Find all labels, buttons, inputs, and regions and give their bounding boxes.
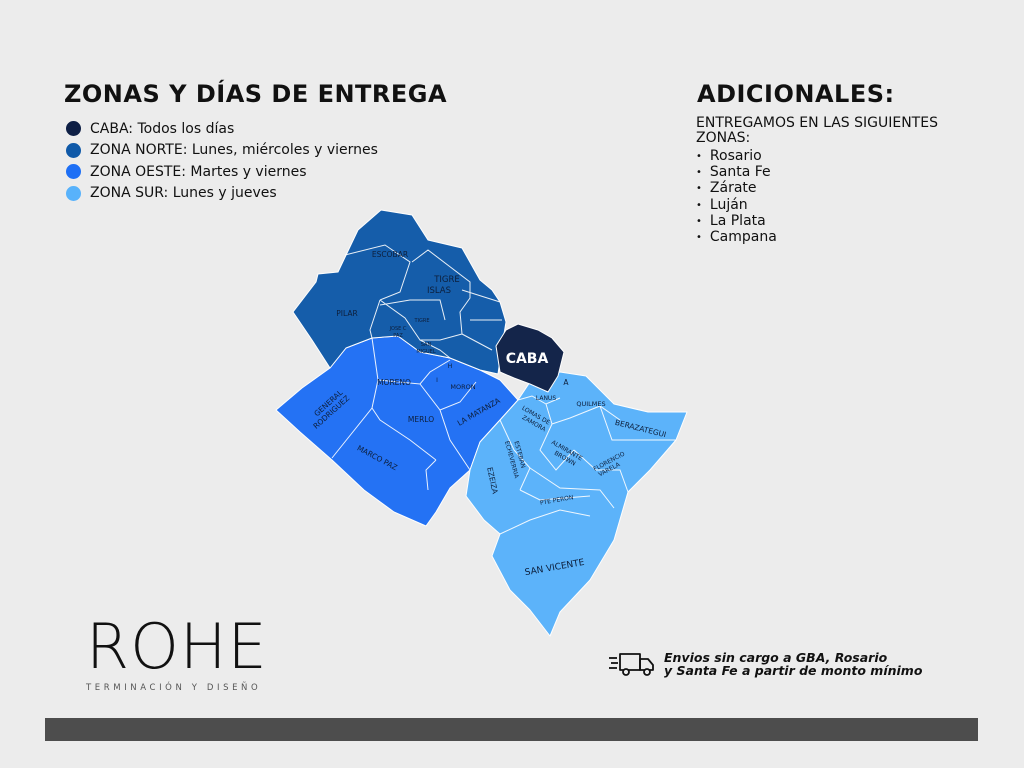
label-ituzaingo: I bbox=[436, 377, 438, 384]
label-lanus: LANUS bbox=[536, 395, 556, 402]
label-merlo: MERLO bbox=[408, 415, 434, 424]
district-borders bbox=[331, 244, 676, 535]
additional-zone-item: La Plata bbox=[696, 213, 777, 229]
label-san-miguel-1: SAN bbox=[421, 342, 432, 348]
label-escobar: ESCOBAR bbox=[372, 250, 408, 259]
label-tigre-1: TIGRE bbox=[433, 275, 460, 285]
legend-item-norte: ZONA NORTE: Lunes, miércoles y viernes bbox=[66, 140, 378, 162]
legend-label-norte: ZONA NORTE: Lunes, miércoles y viernes bbox=[90, 142, 378, 159]
shipping-note-line2: y Santa Fe a partir de monto mínimo bbox=[664, 663, 923, 678]
label-quilmes: QUILMES bbox=[576, 400, 605, 408]
delivery-truck-icon bbox=[609, 653, 654, 676]
additional-zone-item: Zárate bbox=[696, 180, 777, 196]
zone-legend: CABA: Todos los días ZONA NORTE: Lunes, … bbox=[66, 118, 378, 204]
label-jose-c-paz-1: JOSE C bbox=[389, 326, 407, 332]
legend-label-oeste: ZONA OESTE: Martes y viernes bbox=[90, 163, 307, 180]
additional-subtitle-line1: ENTREGAMOS EN LAS SIGUIENTES bbox=[696, 115, 938, 131]
zone-caba-region bbox=[495, 323, 565, 393]
legend-item-sur: ZONA SUR: Lunes y jueves bbox=[66, 183, 378, 205]
additional-title: ADICIONALES: bbox=[697, 80, 895, 108]
label-caba: CABA bbox=[506, 351, 549, 367]
footer-bar bbox=[45, 718, 978, 741]
brand-logo: ROHE TERMINACIÓN Y DISEÑO bbox=[86, 610, 268, 694]
shipping-note: Envios sin cargo a GBA, Rosario y Santa … bbox=[664, 651, 922, 677]
additional-zones-list: Rosario Santa Fe Zárate Luján La Plata C… bbox=[696, 148, 777, 245]
legend-label-sur: ZONA SUR: Lunes y jueves bbox=[90, 185, 277, 202]
label-jose-c-paz-2: PAZ bbox=[393, 333, 403, 339]
label-moron: MORON bbox=[450, 383, 475, 391]
label-hurlingham: H bbox=[448, 363, 453, 370]
legend-item-oeste: ZONA OESTE: Martes y viernes bbox=[66, 161, 378, 183]
label-moreno: MORENO bbox=[377, 378, 411, 387]
legend-dot-oeste bbox=[66, 164, 81, 180]
legend-label-caba: CABA: Todos los días bbox=[90, 120, 235, 137]
legend-dot-norte bbox=[66, 142, 81, 158]
shipping-note-line1: Envios sin cargo a GBA, Rosario bbox=[664, 650, 888, 665]
additional-subtitle: ENTREGAMOS EN LAS SIGUIENTES ZONAS: bbox=[696, 116, 938, 146]
logo-wordmark: ROHE bbox=[86, 610, 268, 683]
additional-zone-item: Santa Fe bbox=[696, 164, 777, 180]
additional-subtitle-line2: ZONAS: bbox=[696, 130, 751, 146]
additional-zone-item: Campana bbox=[696, 229, 777, 245]
page-title: ZONAS Y DÍAS DE ENTREGA bbox=[64, 80, 448, 108]
label-avellaneda: A bbox=[563, 378, 569, 387]
zone-sur-region bbox=[465, 371, 688, 637]
additional-zone-item: Luján bbox=[696, 197, 777, 213]
legend-item-caba: CABA: Todos los días bbox=[66, 118, 378, 140]
additional-zone-item: Rosario bbox=[696, 148, 777, 164]
legend-dot-caba bbox=[66, 121, 81, 137]
label-tigre-small: TIGRE bbox=[413, 318, 429, 324]
label-san-miguel-2: MIGUEL bbox=[416, 349, 435, 355]
label-tigre-2: ISLAS bbox=[427, 286, 451, 296]
legend-dot-sur bbox=[66, 185, 81, 201]
logo-tagline: TERMINACIÓN Y DISEÑO bbox=[86, 683, 262, 693]
label-pilar: PILAR bbox=[336, 309, 357, 318]
